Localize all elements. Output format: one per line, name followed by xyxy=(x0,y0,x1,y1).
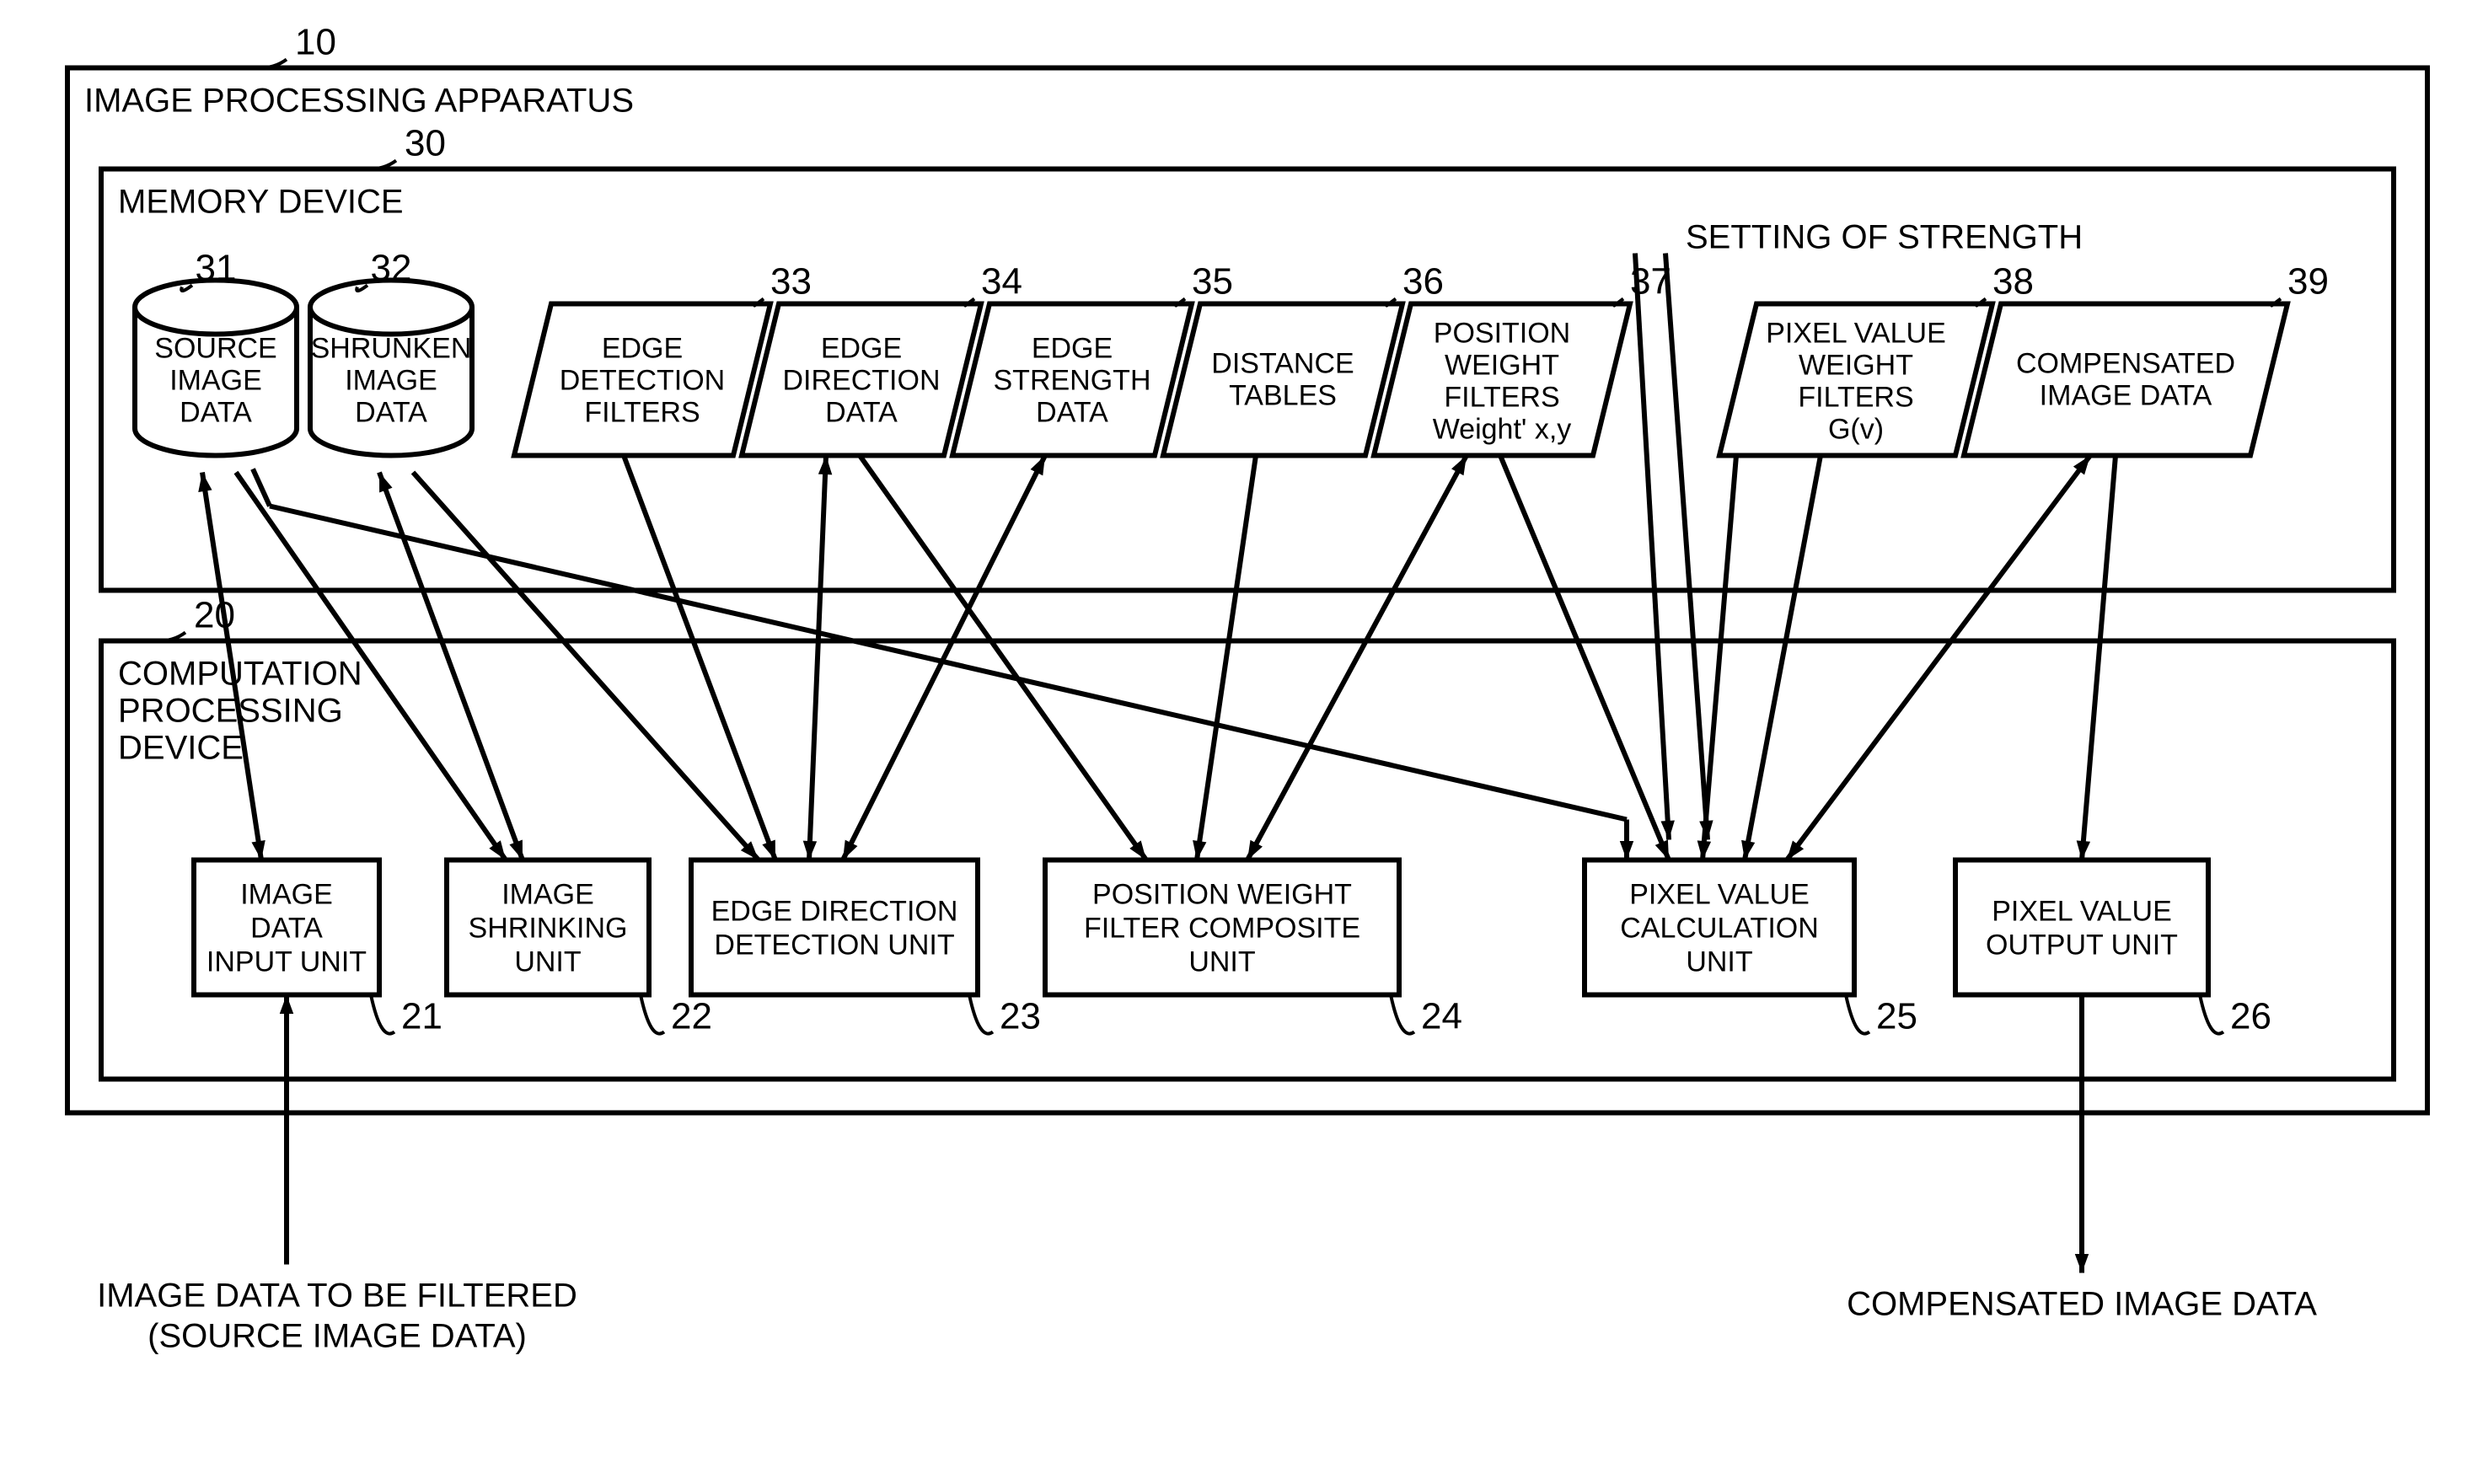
svg-text:COMPENSATED IMAGE DATA: COMPENSATED IMAGE DATA xyxy=(1847,1286,2317,1323)
svg-text:OUTPUT UNIT: OUTPUT UNIT xyxy=(1986,930,2178,962)
svg-text:UNIT: UNIT xyxy=(1686,946,1752,978)
svg-text:23: 23 xyxy=(1000,996,1041,1037)
svg-text:WEIGHT: WEIGHT xyxy=(1799,350,1913,382)
svg-text:IMAGE: IMAGE xyxy=(169,365,262,397)
svg-text:34: 34 xyxy=(981,261,1022,303)
svg-text:30: 30 xyxy=(405,123,446,164)
svg-text:FILTERS: FILTERS xyxy=(584,397,700,429)
svg-text:UNIT: UNIT xyxy=(1188,946,1255,978)
svg-text:SOURCE: SOURCE xyxy=(154,333,276,365)
svg-text:MEMORY DEVICE: MEMORY DEVICE xyxy=(118,184,404,221)
svg-text:32: 32 xyxy=(371,248,412,289)
svg-text:36: 36 xyxy=(1402,261,1444,303)
svg-text:IMAGE DATA TO BE FILTERED: IMAGE DATA TO BE FILTERED xyxy=(97,1278,577,1315)
svg-text:22: 22 xyxy=(671,996,712,1037)
svg-text:COMPENSATED: COMPENSATED xyxy=(2016,348,2235,380)
svg-text:IMAGE: IMAGE xyxy=(501,879,594,911)
svg-text:20: 20 xyxy=(194,595,235,636)
svg-text:10: 10 xyxy=(295,22,336,63)
svg-text:DETECTION: DETECTION xyxy=(560,365,725,397)
svg-text:24: 24 xyxy=(1421,996,1462,1037)
svg-text:DATA: DATA xyxy=(355,397,427,429)
svg-text:TABLES: TABLES xyxy=(1229,380,1337,412)
svg-text:IMAGE: IMAGE xyxy=(240,879,333,911)
svg-text:DIRECTION: DIRECTION xyxy=(783,365,941,397)
svg-text:25: 25 xyxy=(1876,996,1917,1037)
svg-text:POSITION: POSITION xyxy=(1434,318,1570,350)
svg-text:FILTERS: FILTERS xyxy=(1444,382,1559,414)
svg-text:DATA: DATA xyxy=(1036,397,1108,429)
svg-text:DATA: DATA xyxy=(180,397,252,429)
svg-text:26: 26 xyxy=(2230,996,2271,1037)
svg-text:21: 21 xyxy=(401,996,442,1037)
svg-text:IMAGE PROCESSING APPARATUS: IMAGE PROCESSING APPARATUS xyxy=(84,83,634,120)
svg-text:PROCESSING: PROCESSING xyxy=(118,693,343,730)
svg-text:IMAGE DATA: IMAGE DATA xyxy=(2040,380,2212,412)
svg-text:COMPUTATION: COMPUTATION xyxy=(118,656,362,693)
svg-text:FILTER COMPOSITE: FILTER COMPOSITE xyxy=(1084,913,1360,945)
svg-text:UNIT: UNIT xyxy=(514,946,581,978)
svg-text:PIXEL VALUE: PIXEL VALUE xyxy=(1766,318,1946,350)
svg-text:EDGE: EDGE xyxy=(602,333,683,365)
svg-text:SHRINKING: SHRINKING xyxy=(469,913,628,945)
svg-text:DETECTION UNIT: DETECTION UNIT xyxy=(714,930,954,962)
svg-text:SHRUNKEN: SHRUNKEN xyxy=(311,333,472,365)
svg-text:DATA: DATA xyxy=(250,913,323,945)
svg-text:38: 38 xyxy=(1992,261,2034,303)
svg-text:(SOURCE IMAGE DATA): (SOURCE IMAGE DATA) xyxy=(147,1318,527,1355)
svg-text:STRENGTH: STRENGTH xyxy=(994,365,1151,397)
svg-text:DEVICE: DEVICE xyxy=(118,730,244,767)
svg-text:G(v): G(v) xyxy=(1828,414,1884,446)
svg-text:35: 35 xyxy=(1192,261,1233,303)
svg-text:DATA: DATA xyxy=(825,397,898,429)
svg-text:POSITION WEIGHT: POSITION WEIGHT xyxy=(1092,879,1352,911)
svg-text:EDGE: EDGE xyxy=(1032,333,1113,365)
svg-text:PIXEL VALUE: PIXEL VALUE xyxy=(1992,896,2172,928)
svg-text:EDGE: EDGE xyxy=(821,333,902,365)
svg-text:EDGE DIRECTION: EDGE DIRECTION xyxy=(711,896,958,928)
svg-text:IMAGE: IMAGE xyxy=(345,365,437,397)
svg-text:SETTING OF STRENGTH: SETTING OF STRENGTH xyxy=(1686,219,2083,256)
svg-text:DISTANCE: DISTANCE xyxy=(1211,348,1354,380)
svg-text:INPUT UNIT: INPUT UNIT xyxy=(206,946,367,978)
svg-text:WEIGHT: WEIGHT xyxy=(1445,350,1559,382)
svg-text:FILTERS: FILTERS xyxy=(1798,382,1913,414)
svg-text:PIXEL VALUE: PIXEL VALUE xyxy=(1629,879,1810,911)
svg-text:33: 33 xyxy=(770,261,812,303)
svg-text:31: 31 xyxy=(196,248,237,289)
svg-text:39: 39 xyxy=(2287,261,2329,303)
svg-text:Weight' x,y: Weight' x,y xyxy=(1433,414,1572,446)
svg-text:CALCULATION: CALCULATION xyxy=(1620,913,1819,945)
